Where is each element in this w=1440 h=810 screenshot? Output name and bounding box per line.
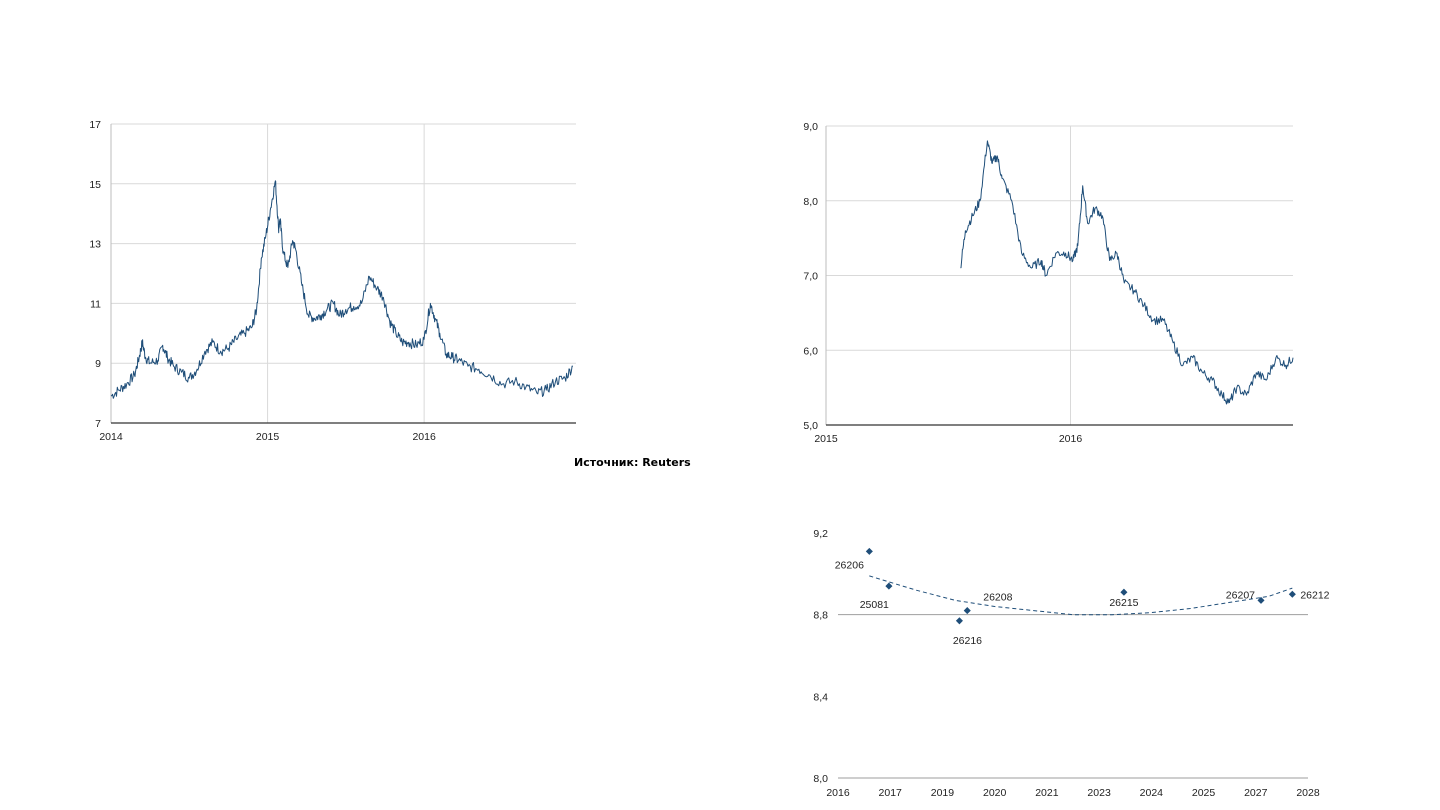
x-tick-label: 2023 — [1087, 787, 1111, 799]
data-point-label: 26212 — [1300, 589, 1329, 601]
y-tick-label: 11 — [90, 298, 101, 310]
x-tick-label: 2016 — [826, 787, 850, 799]
data-point-marker — [955, 617, 963, 625]
series-line — [960, 140, 1294, 405]
y-tick-label: 8,0 — [803, 196, 818, 208]
x-tick-label: 2021 — [1035, 787, 1059, 799]
x-tick-label: 2016 — [1059, 433, 1083, 445]
y-tick-label: 8,8 — [813, 610, 828, 622]
x-tick-label: 2025 — [1192, 787, 1216, 799]
x-tick-label: 2020 — [983, 787, 1007, 799]
trendline — [869, 575, 1293, 616]
data-point-label: 25081 — [860, 599, 889, 611]
y-tick-label: 9 — [95, 358, 101, 370]
y-tick-label: 8,0 — [813, 773, 828, 785]
series-line — [110, 180, 573, 399]
data-point-marker — [1120, 588, 1128, 596]
x-tick-label: 2016 — [412, 431, 436, 443]
y-tick-label: 17 — [89, 119, 101, 131]
x-tick-label: 2014 — [99, 431, 123, 443]
x-tick-label: 2017 — [879, 787, 903, 799]
data-point-marker — [885, 582, 893, 590]
y-tick-label: 7,0 — [803, 271, 818, 283]
x-tick-label: 2019 — [931, 787, 955, 799]
y-tick-label: 9,0 — [803, 121, 818, 133]
y-tick-label: 15 — [89, 179, 101, 191]
x-tick-label: 2024 — [1140, 787, 1164, 799]
data-point-marker — [1288, 590, 1296, 598]
y-tick-label: 13 — [89, 239, 101, 251]
y-tick-label: 9,2 — [813, 528, 828, 540]
data-point-label: 26206 — [835, 559, 864, 571]
data-point-label: 26216 — [953, 635, 982, 647]
data-point-marker — [963, 607, 971, 615]
y-tick-label: 7 — [95, 418, 101, 430]
x-tick-label: 2015 — [814, 433, 838, 445]
y-tick-label: 6,0 — [803, 345, 818, 357]
data-point-label: 26207 — [1226, 589, 1255, 601]
x-tick-label: 2027 — [1244, 787, 1268, 799]
y-tick-label: 8,4 — [813, 691, 828, 703]
x-tick-label: 2028 — [1296, 787, 1320, 799]
y-tick-label: 5,0 — [803, 420, 818, 432]
data-point-marker — [865, 547, 873, 555]
source-caption: Источник: Reuters — [574, 456, 691, 469]
data-point-label: 26215 — [1109, 597, 1138, 609]
x-tick-label: 2015 — [256, 431, 280, 443]
data-point-label: 26208 — [983, 592, 1012, 604]
